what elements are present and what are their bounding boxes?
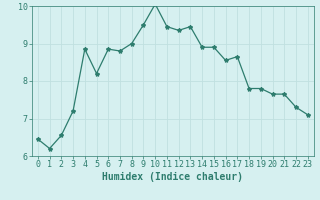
X-axis label: Humidex (Indice chaleur): Humidex (Indice chaleur) xyxy=(102,172,243,182)
